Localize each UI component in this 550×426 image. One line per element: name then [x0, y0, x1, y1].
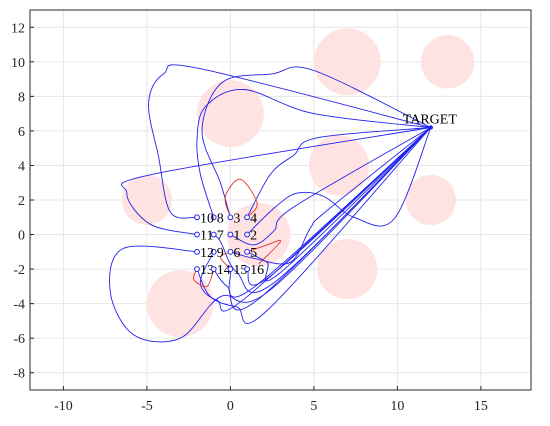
node-label: 11 — [200, 229, 213, 244]
node-label: 1 — [233, 229, 240, 244]
node-label: 13 — [200, 263, 214, 278]
node-label: 2 — [250, 229, 257, 244]
trajectory-path — [246, 127, 431, 218]
node-label: 12 — [200, 246, 214, 261]
target-layer: TARGET — [403, 112, 458, 130]
node-marker — [244, 214, 251, 221]
node-label: 14 — [217, 263, 231, 278]
node-label: 15 — [233, 263, 247, 278]
obstacle-circle — [313, 28, 381, 96]
node-marker — [194, 266, 200, 272]
trajectory-path — [120, 127, 431, 235]
node-marker — [194, 231, 200, 238]
node-marker — [227, 266, 234, 272]
node-marker — [244, 231, 251, 238]
x-tick-label: -5 — [141, 399, 153, 414]
trajectory-path — [246, 127, 432, 235]
y-tick-label: 0 — [18, 229, 25, 244]
node-marker — [210, 231, 217, 238]
target-label: TARGET — [403, 112, 458, 127]
node-marker — [244, 266, 251, 272]
obstacle-layer — [121, 28, 475, 338]
y-tick-label: 10 — [11, 56, 25, 71]
node-marker — [194, 248, 200, 255]
trajectory-path — [196, 89, 431, 218]
obstacle-circle — [317, 239, 378, 300]
node-label: 9 — [217, 246, 224, 261]
y-tick-label: -6 — [13, 332, 25, 347]
obstacle-circle — [197, 80, 264, 148]
trajectory-path — [230, 127, 432, 246]
x-tick-label: 5 — [310, 399, 317, 414]
obstacle-circle — [121, 174, 172, 226]
grid — [30, 10, 531, 390]
x-tick-label: -10 — [54, 399, 73, 414]
trajectory-path — [199, 127, 432, 312]
obstacle-circle — [146, 270, 214, 338]
path-layer — [109, 64, 432, 343]
node-marker — [244, 248, 251, 255]
node-label: 10 — [200, 211, 214, 226]
node-label: 7 — [217, 229, 224, 244]
node-label: 5 — [250, 246, 257, 261]
node-marker — [227, 231, 234, 238]
node-marker — [227, 214, 234, 221]
red-trajectory-path — [192, 268, 215, 288]
node-marker — [227, 248, 234, 255]
trajectory-path — [246, 127, 432, 282]
obstacle-circle — [308, 135, 370, 196]
y-tick-label: 6 — [18, 125, 25, 140]
y-tick-label: -4 — [13, 298, 25, 313]
y-tick-label: 8 — [18, 90, 25, 105]
obstacle-circle — [227, 202, 291, 267]
node-label: 8 — [217, 211, 224, 226]
node-marker — [210, 266, 217, 272]
node-marker — [210, 214, 217, 221]
obstacle-circle — [420, 35, 475, 89]
x-tick-label: 15 — [474, 399, 488, 414]
y-tick-label: 4 — [18, 159, 25, 174]
node-marker — [194, 214, 200, 221]
red-trajectory-path — [246, 240, 282, 265]
trajectory-path — [148, 64, 431, 219]
node-label: 4 — [250, 211, 257, 226]
node-label: 6 — [233, 246, 240, 261]
red-trajectory-path — [224, 178, 258, 218]
y-tick-label: 2 — [18, 194, 25, 209]
node-label: 16 — [250, 263, 264, 278]
node-label: 3 — [233, 211, 240, 226]
trajectory-path — [201, 66, 431, 218]
x-tick-label: 0 — [227, 399, 234, 414]
y-tick-label: -2 — [13, 263, 25, 278]
y-tick-label: -8 — [13, 367, 25, 382]
trajectory-path — [109, 127, 432, 343]
obstacle-circle — [405, 174, 456, 226]
y-tick-label: 12 — [11, 21, 25, 36]
x-tick-label: 10 — [390, 399, 404, 414]
node-marker — [210, 248, 217, 255]
trajectory-path — [196, 127, 432, 324]
target-marker — [428, 125, 433, 130]
trajectory-path — [213, 127, 432, 293]
trajectory-path — [230, 127, 432, 265]
